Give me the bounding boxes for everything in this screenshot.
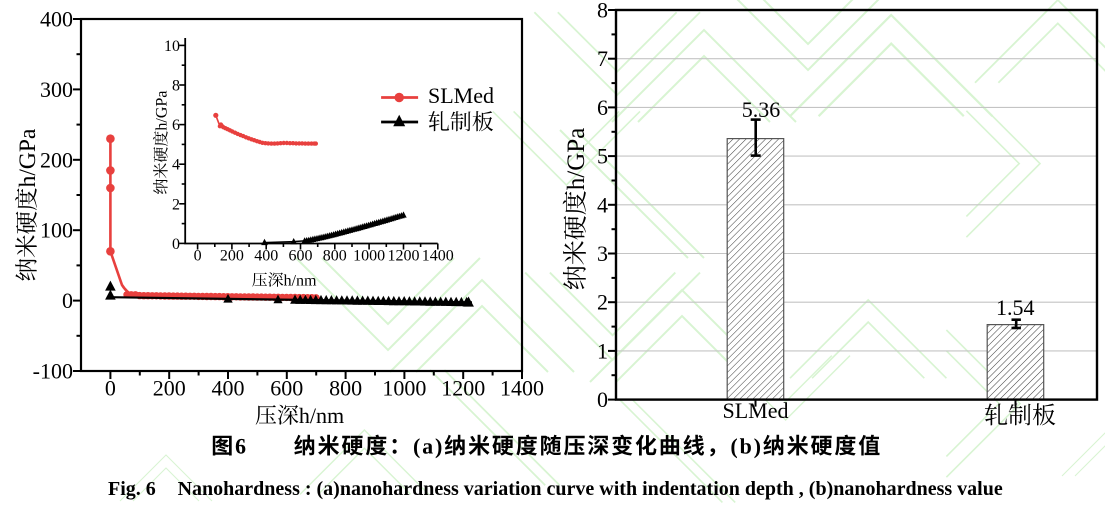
- svg-text:0: 0: [597, 387, 608, 412]
- svg-text:0: 0: [62, 288, 73, 313]
- svg-text:0: 0: [194, 248, 202, 265]
- svg-text:5.36: 5.36: [742, 97, 781, 122]
- svg-text:4: 4: [597, 192, 608, 217]
- svg-text:800: 800: [323, 248, 347, 265]
- svg-text:600: 600: [289, 248, 313, 265]
- svg-text:1000: 1000: [382, 376, 426, 401]
- svg-text:7: 7: [597, 46, 608, 71]
- svg-text:8: 8: [172, 78, 180, 95]
- svg-text:200: 200: [220, 248, 244, 265]
- svg-text:2: 2: [172, 196, 180, 213]
- svg-text:1400: 1400: [422, 248, 454, 265]
- svg-text:1200: 1200: [441, 376, 485, 401]
- svg-text:5: 5: [597, 144, 608, 169]
- svg-text:SLMed: SLMed: [723, 398, 789, 423]
- svg-text:2: 2: [597, 290, 608, 315]
- svg-text:10: 10: [164, 38, 180, 55]
- svg-text:0: 0: [172, 236, 180, 253]
- svg-text:200: 200: [153, 376, 186, 401]
- svg-text:SLMed: SLMed: [428, 83, 494, 108]
- svg-text:1200: 1200: [388, 248, 420, 265]
- svg-text:Fig. 6: Fig. 6: [108, 478, 156, 500]
- svg-text:1: 1: [597, 338, 608, 363]
- svg-text:400: 400: [212, 376, 245, 401]
- svg-text:6: 6: [597, 95, 608, 120]
- svg-text:1400: 1400: [500, 376, 544, 401]
- svg-text:-100: -100: [33, 359, 73, 384]
- svg-text:4: 4: [172, 157, 180, 174]
- svg-text:3: 3: [597, 241, 608, 266]
- svg-text:200: 200: [40, 147, 73, 172]
- svg-text:6: 6: [172, 117, 180, 134]
- svg-text:400: 400: [40, 7, 73, 32]
- svg-text:1000: 1000: [353, 248, 385, 265]
- svg-text:0: 0: [105, 376, 116, 401]
- svg-text:1.54: 1.54: [996, 295, 1035, 320]
- svg-text:8: 8: [597, 0, 608, 23]
- svg-text:Nanohardness : (a)nanohardness: Nanohardness : (a)nanohardness variation…: [178, 478, 1003, 500]
- svg-text:600: 600: [270, 376, 303, 401]
- svg-text:400: 400: [254, 248, 278, 265]
- svg-text:100: 100: [40, 218, 73, 243]
- svg-text:800: 800: [329, 376, 362, 401]
- svg-text:300: 300: [40, 77, 73, 102]
